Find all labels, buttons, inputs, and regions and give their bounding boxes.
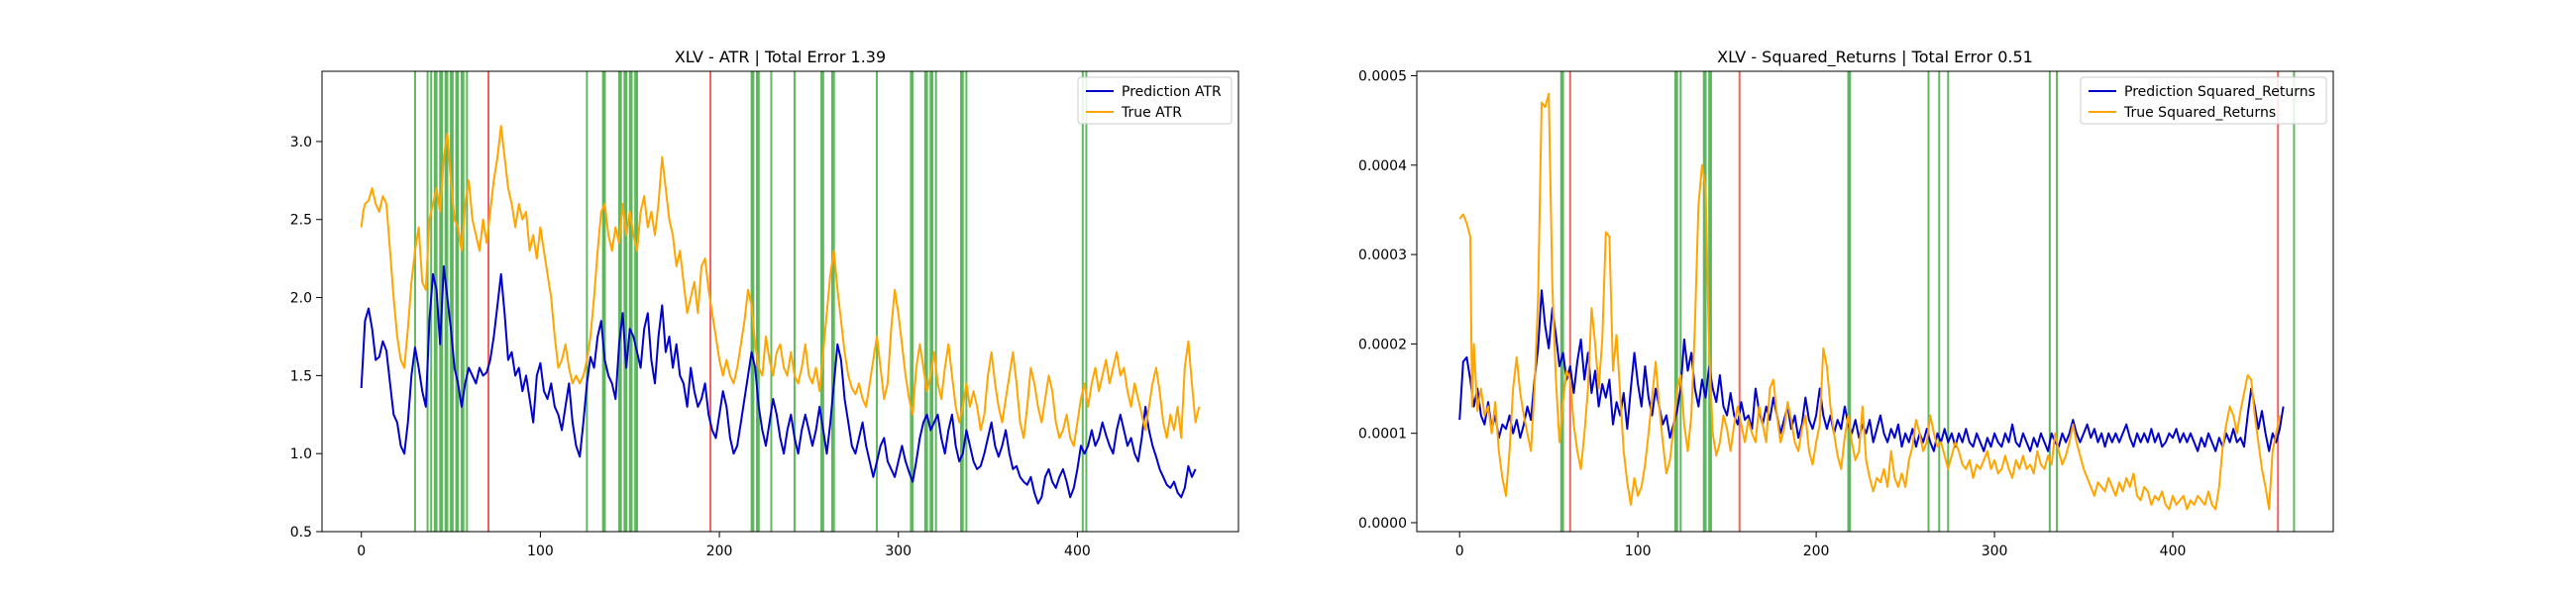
series-layer-1: [360, 125, 1201, 505]
x-tick-label: 0: [1455, 544, 1464, 559]
chart-title-1: XLV - ATR | Total Error 1.39: [675, 48, 886, 66]
legend-label-prediction-atr: Prediction ATR: [1122, 84, 1222, 100]
y-tick-layer-1: 0.5 1.0 1.5 2.0 2.5 3.0: [290, 135, 322, 541]
y-tick-label: 0.0004: [1358, 158, 1407, 174]
plot-area-2: [1416, 70, 2334, 533]
series-layer-2: [1458, 92, 2285, 511]
y-tick-label: 2.0: [290, 291, 312, 307]
series-line-prediction-atr: [360, 265, 1197, 505]
y-tick-label: 0.0000: [1358, 516, 1407, 532]
plot-area-1: [321, 70, 1239, 533]
x-tick-label: 400: [2160, 544, 2187, 559]
y-tick-layer-2: 0.0000 0.0001 0.0002 0.0003 0.0004 0.0005: [1358, 69, 1417, 532]
x-tick-layer-1: 0 100 200 300 400: [357, 532, 1091, 559]
y-tick-label: 3.0: [290, 135, 312, 150]
legend-box-2: [2080, 76, 2327, 125]
y-tick-label: 0.0003: [1358, 248, 1407, 263]
x-tick-label: 100: [527, 544, 554, 559]
y-tick-label: 1.5: [290, 368, 312, 384]
x-tick-label: 300: [885, 544, 912, 559]
legend-box-1: [1077, 76, 1233, 125]
legend-label-true-squared-returns: True Squared_Returns: [2123, 105, 2276, 121]
x-tick-layer-2: 0 100 200 300 400: [1455, 532, 2187, 559]
y-tick-label: 0.0005: [1358, 69, 1407, 85]
x-tick-label: 400: [1064, 544, 1091, 559]
y-tick-label: 0.5: [290, 525, 312, 541]
vline-layer-2: [1559, 71, 2296, 532]
y-tick-label: 1.0: [290, 446, 312, 462]
x-tick-label: 100: [1625, 544, 1652, 559]
x-tick-label: 200: [706, 544, 733, 559]
chart-title-2: XLV - Squared_Returns | Total Error 0.51: [1717, 48, 2033, 67]
series-line-true-squared-returns: [1458, 92, 2281, 511]
y-tick-label: 0.0002: [1358, 337, 1407, 352]
legend-2: Prediction Squared_Returns True Squared_…: [2080, 76, 2327, 125]
y-tick-label: 0.0001: [1358, 427, 1407, 443]
x-tick-label: 200: [1803, 544, 1830, 559]
chart-panel-2: XLV - Squared_Returns | Total Error 0.51…: [1358, 48, 2334, 559]
x-tick-label: 0: [357, 544, 366, 559]
y-tick-label: 2.5: [290, 213, 312, 229]
chart-panel-1: XLV - ATR | Total Error 1.39 0 100 200 300 4…: [290, 48, 1239, 559]
series-line-true-atr: [360, 125, 1201, 447]
legend-label-true-atr: True ATR: [1121, 105, 1182, 121]
x-tick-label: 300: [1982, 544, 2008, 559]
series-line-prediction-squared-returns: [1458, 289, 2285, 452]
legend-1: Prediction ATR True ATR: [1077, 76, 1233, 125]
legend-label-prediction-squared-returns: Prediction Squared_Returns: [2124, 84, 2315, 100]
